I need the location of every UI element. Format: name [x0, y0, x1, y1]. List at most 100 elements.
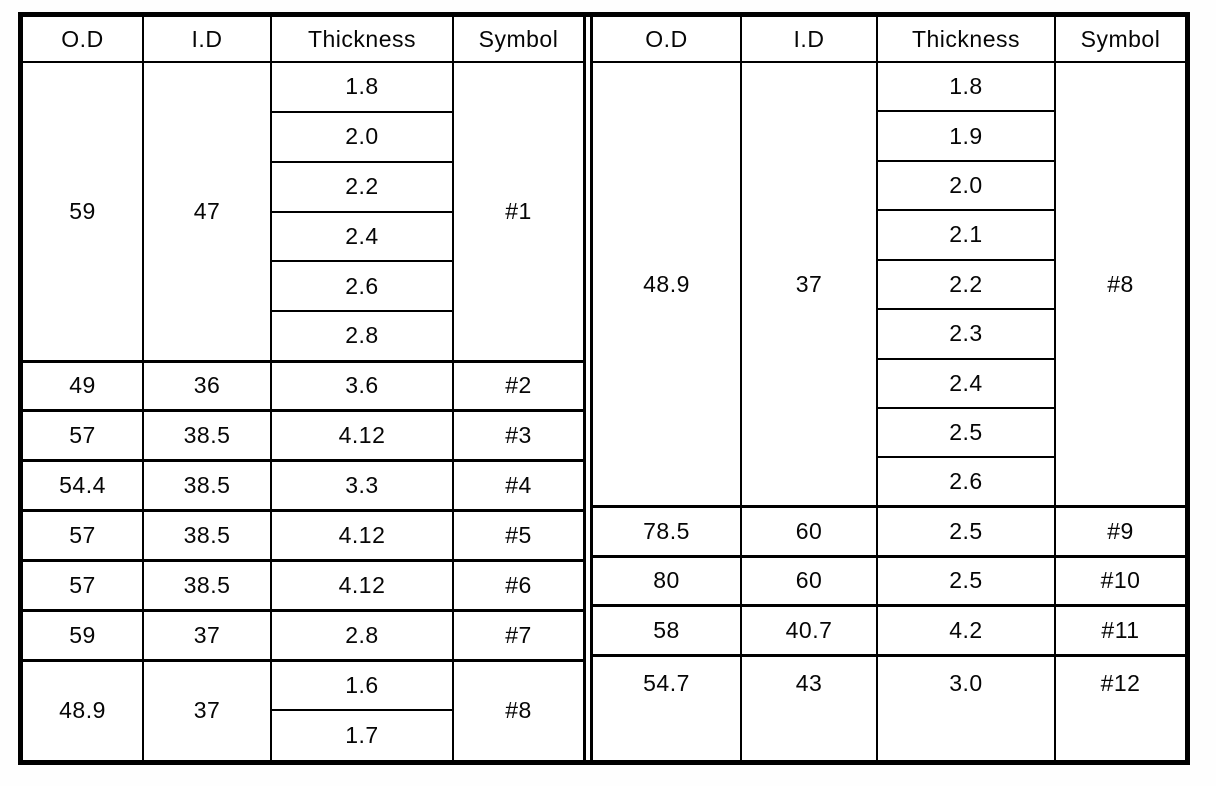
header-cell: Thickness: [876, 16, 1056, 63]
thickness-cell: 4.12: [270, 558, 454, 612]
symbol-cell: #9: [1054, 505, 1186, 558]
id-cell: 43: [740, 653, 878, 761]
thickness-cell: 2.8: [270, 608, 454, 662]
od-cell: 48.9: [22, 658, 144, 761]
id-cell: 38.5: [142, 459, 272, 512]
thickness-cell: 3.6: [270, 359, 454, 412]
thickness-cell: 2.5: [876, 406, 1056, 459]
symbol-cell: #11: [1054, 604, 1186, 657]
symbol-cell: #1: [452, 60, 584, 363]
thickness-cell: 1.7: [270, 708, 454, 762]
thickness-cell: 3.0: [876, 653, 1056, 761]
header-cell: Thickness: [270, 16, 454, 63]
symbol-cell: #2: [452, 359, 584, 412]
header-row: O.D I.D Thickness Symbol: [592, 16, 1186, 63]
od-cell: 48.9: [592, 61, 742, 508]
symbol-cell: #7: [452, 608, 584, 662]
thickness-cell: 2.5: [876, 505, 1056, 558]
thickness-cell: 2.4: [270, 210, 454, 263]
od-cell: 49: [22, 359, 144, 412]
table-row: 2.6: [23, 260, 583, 313]
od-cell: 57: [22, 509, 144, 562]
symbol-cell: #3: [452, 409, 584, 462]
symbol-cell: #8: [452, 658, 584, 761]
header-cell: I.D: [740, 16, 878, 63]
table-row: 58 40.7 4.2 #11: [592, 604, 1186, 657]
id-cell: 38.5: [142, 509, 272, 562]
thickness-cell: 2.6: [270, 260, 454, 313]
thickness-cell: 4.12: [270, 409, 454, 462]
table-row: 2.2: [23, 160, 583, 213]
table-row: 78.5 60 2.5 #9: [592, 505, 1186, 558]
od-cell: 78.5: [592, 505, 742, 558]
id-cell: 40.7: [740, 604, 878, 657]
id-cell: 37: [740, 61, 878, 508]
thickness-cell: 2.6: [876, 456, 1056, 508]
table-row: 48.9 37 1.8 #8: [592, 60, 1186, 508]
header-row: O.D I.D Thickness Symbol: [22, 16, 584, 63]
od-cell: 59: [22, 60, 144, 363]
header-cell: Symbol: [452, 16, 584, 63]
table-row: 2.5: [593, 406, 1185, 459]
thickness-cell: 2.1: [876, 209, 1056, 261]
header-cell: O.D: [22, 16, 144, 63]
right-table: O.D I.D Thickness Symbol 48.9 37 1.8 #8 1.9 2.0 2.…: [592, 16, 1186, 761]
symbol-cell: #8: [1054, 61, 1186, 508]
table-divider: [583, 17, 593, 760]
symbol-cell: #4: [452, 459, 584, 512]
thickness-cell: 2.2: [876, 258, 1056, 311]
symbol-cell: #10: [1054, 554, 1186, 607]
od-cell: 54.4: [22, 459, 144, 512]
table-row: 48.9 37 1.6 #8: [22, 658, 584, 761]
table-row: 54.7 43 3.0 #12: [592, 653, 1186, 761]
thickness-cell: 2.8: [270, 310, 454, 363]
table-row: 2.2: [593, 258, 1185, 311]
table-row: 57 38.5 4.12 #6: [22, 558, 584, 612]
table-row: 2.4: [23, 210, 583, 263]
id-cell: 38.5: [142, 558, 272, 612]
id-cell: 36: [142, 359, 272, 412]
header-cell: O.D: [592, 16, 742, 63]
thickness-cell: 1.6: [270, 658, 454, 711]
thickness-cell: 1.8: [876, 60, 1056, 113]
thickness-cell: 1.9: [876, 110, 1056, 162]
table-row: 80 60 2.5 #10: [592, 554, 1186, 607]
table-row: 57 38.5 4.12 #3: [22, 409, 584, 462]
table-row: 2.3: [593, 308, 1185, 360]
table-row: 49 36 3.6 #2: [22, 359, 584, 412]
thickness-cell: 3.3: [270, 459, 454, 512]
table-row: 2.4: [593, 357, 1185, 409]
thickness-cell: 1.8: [270, 61, 454, 113]
header-cell: I.D: [142, 16, 272, 63]
id-cell: 38.5: [142, 409, 272, 462]
document-frame: O.D I.D Thickness Symbol 59 47 1.8 #1 2.0 2.2 2.4 2…: [18, 12, 1190, 765]
table-row: 2.0: [23, 110, 583, 163]
od-cell: 57: [22, 409, 144, 462]
table-row: 2.1: [593, 209, 1185, 261]
id-cell: 47: [142, 60, 272, 363]
thickness-cell: 4.12: [270, 509, 454, 562]
thickness-cell: 2.4: [876, 357, 1056, 409]
id-cell: 37: [142, 658, 272, 761]
left-table: O.D I.D Thickness Symbol 59 47 1.8 #1 2.0 2.2 2.4 2…: [22, 16, 584, 762]
od-cell: 58: [592, 604, 742, 657]
table-row: 2.8: [23, 310, 583, 363]
header-cell: Symbol: [1054, 16, 1186, 63]
table-row: 1.9: [593, 110, 1185, 162]
thickness-cell: 2.0: [270, 110, 454, 163]
symbol-cell: #6: [452, 558, 584, 612]
id-cell: 60: [740, 505, 878, 558]
thickness-cell: 2.3: [876, 308, 1056, 360]
thickness-cell: 2.5: [876, 554, 1056, 607]
symbol-cell: #12: [1054, 653, 1186, 761]
table-row: 59 47 1.8 #1: [22, 60, 584, 363]
od-cell: 59: [22, 608, 144, 662]
table-row: 2.0: [593, 159, 1185, 212]
table-row: 57 38.5 4.12 #5: [22, 509, 584, 562]
thickness-cell: 4.2: [876, 604, 1056, 657]
table-row: 54.4 38.5 3.3 #4: [22, 459, 584, 512]
symbol-cell: #5: [452, 509, 584, 562]
thickness-cell: 2.2: [270, 160, 454, 213]
table-row: 59 37 2.8 #7: [22, 608, 584, 662]
